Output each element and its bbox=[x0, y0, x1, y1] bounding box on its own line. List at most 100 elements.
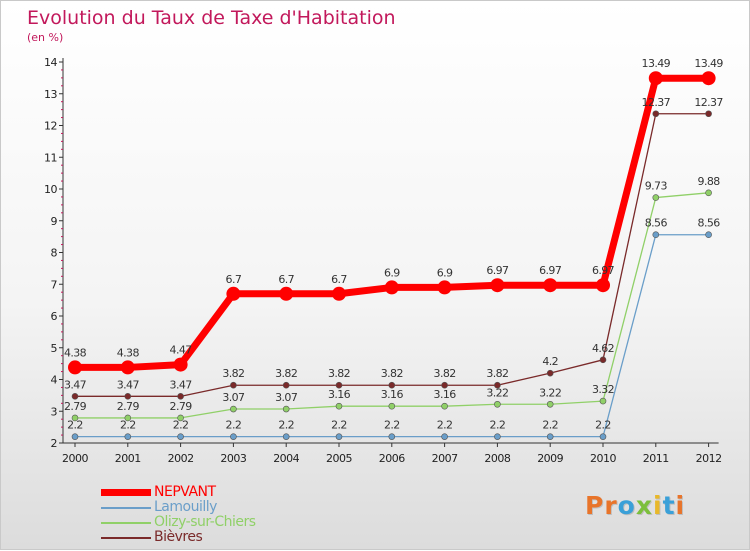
logo-letter: r bbox=[604, 491, 618, 520]
data-point bbox=[177, 393, 184, 400]
data-point bbox=[705, 110, 712, 118]
data-label: 2.2 bbox=[173, 419, 189, 432]
data-label: 6.97 bbox=[539, 264, 562, 277]
data-label: 2.2 bbox=[120, 419, 136, 432]
data-label: 2.2 bbox=[437, 419, 453, 432]
data-point bbox=[494, 433, 501, 440]
data-label: 3.07 bbox=[275, 391, 298, 404]
data-point bbox=[230, 433, 237, 440]
data-label: 3.16 bbox=[328, 388, 351, 401]
legend-label: NEPVANT bbox=[154, 484, 216, 500]
legend-swatch bbox=[101, 489, 151, 496]
data-label: 12.37 bbox=[694, 96, 723, 109]
data-point bbox=[71, 433, 79, 440]
data-point bbox=[173, 357, 188, 372]
data-label: 4.38 bbox=[64, 346, 87, 359]
data-point bbox=[388, 402, 396, 410]
data-label: 4.62 bbox=[592, 342, 614, 355]
data-label: 3.82 bbox=[381, 367, 403, 380]
data-point bbox=[282, 433, 290, 440]
data-point bbox=[494, 381, 501, 389]
data-point bbox=[494, 400, 501, 408]
y-tick-label: 5 bbox=[51, 342, 58, 355]
data-point bbox=[124, 393, 132, 400]
logo-letter: t bbox=[662, 491, 676, 520]
y-tick-label: 10 bbox=[44, 183, 57, 196]
data-label: 6.7 bbox=[331, 273, 347, 286]
legend-item: NEPVANT bbox=[101, 485, 256, 500]
data-point bbox=[279, 286, 294, 301]
x-tick-label: 2005 bbox=[326, 452, 352, 465]
data-point bbox=[71, 393, 79, 400]
x-tick-label: 2009 bbox=[537, 452, 563, 465]
legend-swatch bbox=[101, 506, 151, 509]
series-line-0 bbox=[75, 74, 709, 371]
data-label: 3.82 bbox=[486, 367, 508, 380]
x-tick-label: 2000 bbox=[62, 452, 88, 465]
y-tick-label: 13 bbox=[44, 88, 57, 101]
data-point bbox=[230, 381, 237, 389]
data-label: 2.2 bbox=[226, 419, 242, 432]
data-label: 6.97 bbox=[592, 264, 615, 277]
data-label: 3.16 bbox=[381, 388, 404, 401]
x-tick-label: 2012 bbox=[696, 452, 722, 465]
logo-letter: x bbox=[635, 491, 653, 520]
data-point bbox=[282, 381, 290, 389]
data-point bbox=[652, 194, 660, 201]
chart-subtitle: (en %) bbox=[27, 31, 64, 44]
y-tick-label: 6 bbox=[51, 310, 58, 323]
data-point bbox=[652, 231, 660, 239]
legend-label: Bièvres bbox=[154, 529, 203, 545]
data-label: 9.88 bbox=[698, 175, 721, 188]
data-point bbox=[335, 433, 343, 440]
data-label: 3.47 bbox=[170, 378, 193, 391]
data-point bbox=[705, 231, 712, 239]
data-point bbox=[124, 414, 132, 422]
legend-swatch bbox=[101, 521, 151, 524]
logo-letter: i bbox=[653, 491, 663, 520]
y-tick-label: 12 bbox=[44, 120, 57, 133]
data-label: 3.16 bbox=[434, 388, 457, 401]
data-label: 4.47 bbox=[170, 344, 193, 357]
data-point bbox=[332, 286, 346, 301]
x-tick-label: 2011 bbox=[643, 452, 669, 465]
data-point bbox=[546, 369, 554, 377]
data-point bbox=[648, 71, 663, 86]
data-label: 3.82 bbox=[434, 367, 456, 380]
data-point bbox=[388, 381, 396, 389]
data-point bbox=[441, 402, 448, 410]
data-point bbox=[437, 280, 452, 295]
data-point bbox=[599, 356, 607, 364]
data-label: 2.79 bbox=[64, 400, 87, 413]
logo-letter: i bbox=[675, 491, 686, 520]
y-tick-label: 14 bbox=[44, 56, 57, 69]
logo-letter: P bbox=[585, 491, 605, 520]
data-label: 3.47 bbox=[117, 378, 140, 391]
data-point bbox=[701, 71, 716, 86]
data-point bbox=[124, 433, 132, 440]
data-label: 2.2 bbox=[595, 419, 611, 432]
data-point bbox=[546, 433, 554, 440]
data-label: 3.82 bbox=[328, 367, 350, 380]
data-label: 2.2 bbox=[384, 419, 400, 432]
data-label: 4.38 bbox=[117, 346, 140, 359]
data-point bbox=[177, 414, 184, 422]
x-tick-label: 2008 bbox=[484, 452, 510, 465]
data-point bbox=[490, 278, 505, 293]
data-label: 9.73 bbox=[645, 180, 668, 193]
logo-letter: o bbox=[617, 491, 636, 520]
data-point bbox=[230, 405, 237, 413]
data-label: 8.56 bbox=[645, 217, 668, 230]
data-label: 2.2 bbox=[278, 419, 294, 432]
data-label: 2.2 bbox=[331, 419, 347, 432]
y-tick-label: 8 bbox=[51, 247, 58, 260]
y-tick-label: 2 bbox=[51, 437, 58, 450]
legend: NEPVANT Lamouilly Olizy-sur-Chiers Bièvres bbox=[101, 485, 256, 545]
y-tick-label: 7 bbox=[51, 278, 58, 291]
x-tick-label: 2003 bbox=[220, 452, 246, 465]
data-label: 3.22 bbox=[486, 386, 508, 399]
data-point bbox=[335, 381, 343, 389]
data-point bbox=[177, 433, 184, 440]
